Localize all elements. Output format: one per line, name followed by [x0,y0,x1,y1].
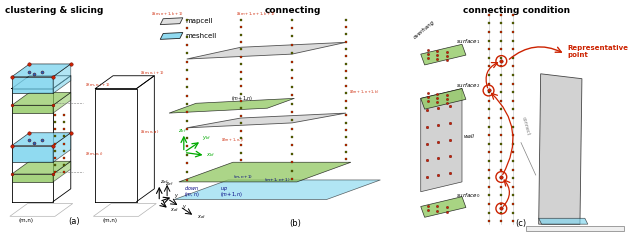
Text: $(m\!+\!1,n)$: $(m\!+\!1,n)$ [220,190,243,199]
Polygon shape [53,92,71,113]
Polygon shape [93,203,156,216]
Text: $z_{wf}$: $z_{wf}$ [160,178,169,186]
Polygon shape [187,42,346,59]
Text: $y$: $y$ [182,203,187,211]
Text: $surface_0$: $surface_0$ [456,191,481,199]
Polygon shape [12,105,53,113]
Text: (c): (c) [515,219,527,228]
Polygon shape [187,113,346,128]
Polygon shape [420,89,466,109]
Text: $s_{(m+1,n+1,k+1)}$: $s_{(m+1,n+1,k+1)}$ [236,10,275,18]
Text: (m,n): (m,n) [19,218,34,223]
Text: meshcell: meshcell [186,33,217,39]
Polygon shape [174,180,380,200]
Polygon shape [10,203,73,216]
Polygon shape [539,218,588,224]
Text: $z_{wf}$: $z_{wf}$ [165,180,174,188]
Text: $x_{bf}$: $x_{bf}$ [207,151,216,159]
Polygon shape [53,161,71,182]
Polygon shape [420,197,466,217]
Polygon shape [12,77,53,94]
Text: $(m\!+\!1,n\!+\!1)$: $(m\!+\!1,n\!+\!1)$ [264,176,291,183]
Text: clustering & slicing: clustering & slicing [5,6,103,15]
Polygon shape [526,226,624,231]
Text: connect: connect [521,116,531,136]
Text: $x_{wf}$: $x_{wf}$ [196,213,206,221]
Polygon shape [12,133,71,146]
Polygon shape [169,98,294,113]
Text: $y$: $y$ [174,192,179,200]
Text: $s_{(m,n,i+1)}$: $s_{(m,n,i+1)}$ [84,82,111,89]
Polygon shape [12,161,71,174]
Text: $s_{(m+1,n,j)}$: $s_{(m+1,n,j)}$ [221,137,244,147]
Text: $s_{(m,n+1,k+1)}$: $s_{(m,n+1,k+1)}$ [150,10,184,18]
Polygon shape [12,64,71,77]
Polygon shape [539,74,582,224]
Text: $up$: $up$ [220,185,228,193]
Text: $surface_2$: $surface_2$ [456,82,481,90]
Text: $s_{(m+1,n+1,k)}$: $s_{(m+1,n+1,k)}$ [349,89,380,96]
Text: connecting condition: connecting condition [463,6,570,15]
Polygon shape [160,18,183,25]
Text: $(m\!+\!1,\!n)$: $(m\!+\!1,\!n)$ [230,94,253,103]
Text: $y_{bf}$: $y_{bf}$ [202,134,212,142]
Text: $(m,n\!+\!1)$: $(m,n\!+\!1)$ [233,173,253,180]
Polygon shape [53,133,71,162]
Text: $s_{(m,n,i+1)}$: $s_{(m,n,i+1)}$ [140,69,164,77]
Text: $down$: $down$ [184,184,198,192]
Polygon shape [179,162,351,182]
Text: connecting: connecting [265,6,321,15]
Text: $s_{(m,n,a)}$: $s_{(m,n,a)}$ [140,129,159,136]
Polygon shape [53,64,71,94]
Text: $(m,n)$: $(m,n)$ [184,190,200,199]
Text: $x_{wf}$: $x_{wf}$ [170,206,179,214]
Text: mapcell: mapcell [186,18,213,24]
Polygon shape [420,44,466,65]
Polygon shape [12,92,71,105]
Text: $s_{(m,n,i)}$: $s_{(m,n,i)}$ [84,151,103,158]
Text: $surface_1$: $surface_1$ [456,37,481,46]
Text: (m,n): (m,n) [102,218,117,223]
Text: Representative
point: Representative point [567,45,628,58]
Text: overhang: overhang [413,20,436,40]
Polygon shape [12,146,53,162]
Polygon shape [420,89,462,192]
Text: (b): (b) [289,219,301,228]
Polygon shape [160,33,183,39]
Text: wall: wall [464,134,475,139]
Text: (a): (a) [68,217,79,226]
Polygon shape [12,174,53,182]
Text: $z_{bf}$: $z_{bf}$ [178,127,187,135]
